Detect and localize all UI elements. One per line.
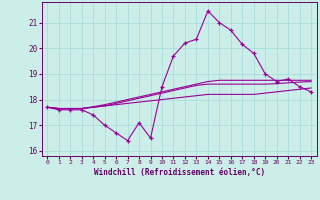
X-axis label: Windchill (Refroidissement éolien,°C): Windchill (Refroidissement éolien,°C) [94,168,265,177]
